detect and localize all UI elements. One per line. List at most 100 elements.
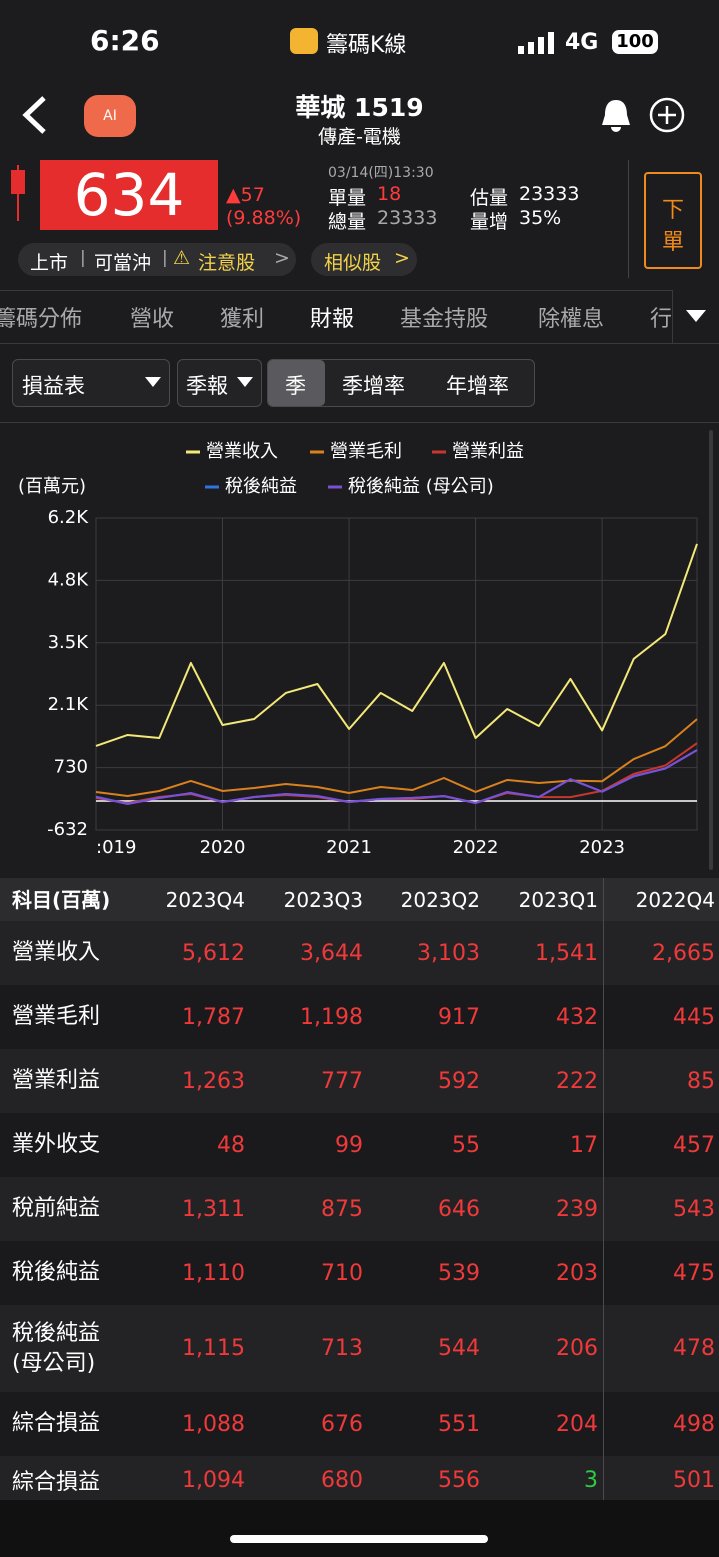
divider <box>0 290 719 291</box>
table-cell: 55 <box>452 1132 480 1158</box>
row-label: 營業收入 <box>12 940 101 965</box>
legend-label: 營業毛利 <box>330 441 402 462</box>
separator: | <box>80 248 86 268</box>
tab[interactable]: 行 <box>650 307 673 332</box>
table-cell: 239 <box>556 1196 598 1222</box>
table-cell: 475 <box>673 1260 715 1286</box>
row-label: 營業利益 <box>12 1068 101 1093</box>
table-cell: 432 <box>556 1004 598 1030</box>
table-cell: 222 <box>556 1068 598 1094</box>
table-cell: 99 <box>335 1132 363 1158</box>
table-cell: 3,103 <box>417 940 480 966</box>
y-tick-label: -632 <box>47 819 88 840</box>
table-cell: 17 <box>570 1132 598 1158</box>
legend-label: 稅後純益 <box>225 476 297 497</box>
financial-table: 科目(百萬) 2023Q4 2023Q3 2023Q2 2023Q1 2022Q4 營業收入… <box>0 878 719 1506</box>
table-cell: 592 <box>438 1068 480 1094</box>
ai-robot-icon[interactable]: AI <box>84 95 136 137</box>
mode-option[interactable]: 季 <box>285 374 306 398</box>
row-label: 綜合損益 <box>12 1470 101 1495</box>
row-label: 稅後純益 <box>12 1260 101 1285</box>
x-tick-label: 2021 <box>326 837 372 858</box>
stock-industry: 傳產-電機 <box>318 126 401 148</box>
table-cell: 5,612 <box>182 940 245 966</box>
table-cell: 680 <box>321 1468 363 1493</box>
y-tick-label: 730 <box>54 757 88 778</box>
mode-option[interactable]: 季增率 <box>342 374 405 398</box>
table-cell: 917 <box>438 1004 480 1030</box>
add-icon[interactable] <box>648 96 686 134</box>
field-value: 18 <box>377 183 402 205</box>
y-tick-label: 6.2K <box>48 507 90 528</box>
table-cell: 1,541 <box>535 940 598 966</box>
column-header: 2023Q2 <box>400 887 480 912</box>
table-cell: 1,198 <box>300 1004 363 1030</box>
table-cell: 777 <box>321 1068 363 1094</box>
table-cell: 676 <box>321 1411 363 1437</box>
legend-label: 營業收入 <box>206 441 278 462</box>
tab-active[interactable]: 財報 <box>310 307 355 332</box>
table-row: 業外收支 48 99 55 17 457 <box>0 1113 719 1177</box>
warning-icon: ⚠ <box>173 247 191 269</box>
table-cell: 203 <box>556 1260 598 1286</box>
column-header: 2023Q1 <box>518 887 598 912</box>
table-cell: 646 <box>438 1196 480 1222</box>
tab[interactable]: 除權息 <box>538 307 605 332</box>
order-char: 單 <box>661 230 684 255</box>
column-header: 2022Q4 <box>635 887 715 912</box>
legend-label: 稅後純益 (母公司) <box>348 476 494 497</box>
price-change: ▲57 <box>226 184 265 206</box>
table-cell: 544 <box>438 1336 480 1361</box>
table-cell: 1,787 <box>182 1004 245 1030</box>
similar-pill[interactable] <box>311 243 417 276</box>
statement-select[interactable] <box>12 359 170 407</box>
y-tick-label: 2.1K <box>48 694 90 715</box>
tags-pill[interactable] <box>18 243 296 276</box>
table-cell: 85 <box>687 1068 715 1094</box>
table-row: 綜合損益 1,094 680 556 3 501 <box>0 1456 719 1506</box>
x-tick-label: 2023 <box>579 837 625 858</box>
tab[interactable]: 基金持股 <box>400 307 489 332</box>
order-button[interactable]: 下 單 <box>644 172 702 269</box>
separator: | <box>162 248 168 268</box>
table-cell: 543 <box>673 1196 715 1222</box>
tab[interactable]: 籌碼分佈 <box>0 307 83 332</box>
app-icon <box>290 28 318 54</box>
bell-icon[interactable] <box>598 97 634 133</box>
table-cell: 48 <box>217 1132 245 1158</box>
table-cell: 539 <box>438 1260 480 1286</box>
table-row: 稅前純益 1,311 875 646 239 543 <box>0 1177 719 1241</box>
table-row: 營業利益 1,263 777 592 222 85 <box>0 1049 719 1113</box>
field-label: 總量 <box>328 211 367 233</box>
tab[interactable]: 營收 <box>130 307 175 332</box>
y-tick-label: 3.5K <box>48 632 90 653</box>
similar-stocks[interactable]: 相似股 <box>324 252 382 274</box>
dropdown-arrow <box>686 310 706 322</box>
table-cell: 498 <box>673 1411 715 1437</box>
table-cell: 501 <box>673 1468 715 1493</box>
tab[interactable]: 獲利 <box>220 307 265 332</box>
chevron: > <box>274 247 290 269</box>
home-indicator <box>230 1535 488 1543</box>
y-axis-label: (百萬元) <box>18 476 86 497</box>
table-cell: 1,088 <box>182 1411 245 1437</box>
table-cell: 2,665 <box>652 940 715 966</box>
price: 634 <box>40 160 218 230</box>
back-button[interactable] <box>20 95 50 135</box>
field-value: 35% <box>519 207 562 229</box>
network: 4G <box>565 30 599 55</box>
table-cell: 1,115 <box>182 1336 245 1361</box>
app-name: 籌碼K線 <box>326 33 407 58</box>
divider <box>0 422 719 423</box>
table-cell: 1,094 <box>182 1468 245 1493</box>
mode-option[interactable]: 年增率 <box>446 374 509 398</box>
statement-label: 損益表 <box>22 374 85 398</box>
y-tick-label: 4.8K <box>48 569 90 590</box>
row-label: 業外收支 <box>12 1132 101 1157</box>
field-label: 估量 <box>470 187 509 209</box>
divider <box>0 343 719 344</box>
table-cell: 1,110 <box>182 1260 245 1286</box>
dropdown-arrow <box>145 377 161 387</box>
order-char: 下 <box>661 198 684 223</box>
row-label: 營業毛利 <box>12 1004 101 1029</box>
